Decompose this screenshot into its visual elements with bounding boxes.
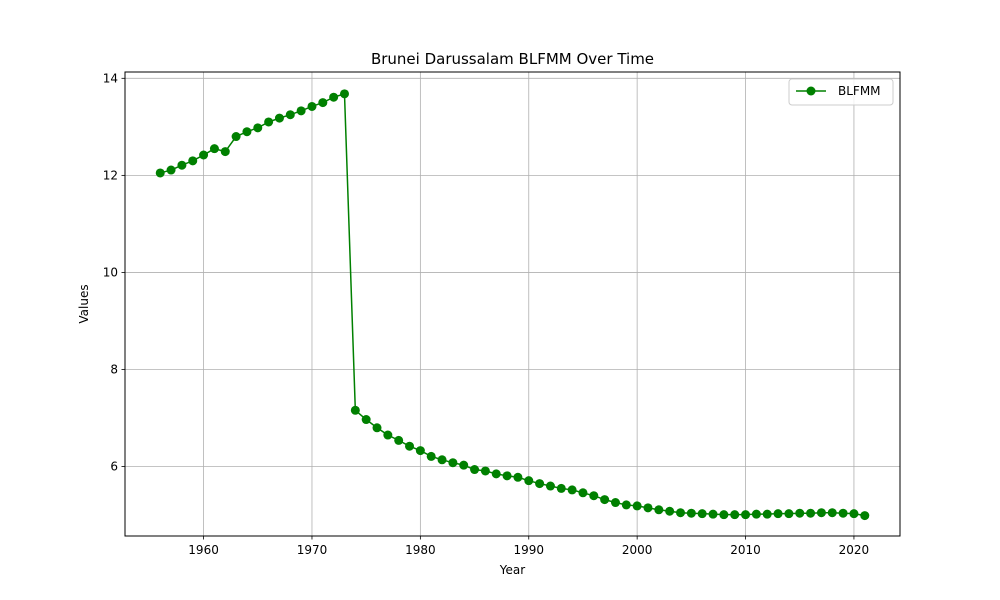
y-tick-label: 12	[103, 168, 118, 182]
data-point	[285, 110, 295, 120]
plot-frame	[124, 71, 901, 537]
x-tick-label: 1990	[513, 543, 544, 557]
data-point	[567, 485, 577, 495]
data-point	[274, 113, 284, 123]
data-point	[697, 509, 707, 519]
data-point	[632, 501, 642, 511]
data-point	[513, 472, 523, 482]
x-tick-label: 2020	[839, 543, 870, 557]
data-point	[491, 469, 501, 479]
grid-lines	[125, 72, 900, 536]
data-point	[405, 441, 415, 451]
series-layer	[155, 89, 870, 521]
data-point	[459, 460, 469, 470]
data-point	[166, 165, 176, 175]
data-point	[610, 498, 620, 508]
data-point	[621, 500, 631, 510]
data-point	[350, 405, 360, 415]
data-point	[220, 147, 230, 157]
data-point	[849, 509, 859, 519]
data-point	[860, 511, 870, 521]
data-point	[654, 505, 664, 515]
data-point	[816, 508, 826, 518]
data-point	[361, 415, 371, 425]
data-point	[589, 491, 599, 501]
data-point	[155, 168, 165, 178]
data-point	[242, 127, 252, 137]
y-tick-label: 6	[110, 460, 118, 474]
legend-label-blfmm: BLFMM	[838, 84, 881, 98]
data-point	[502, 471, 512, 481]
data-point	[676, 508, 686, 518]
legend: BLFMM	[788, 78, 894, 106]
legend-marker-sample	[806, 86, 816, 96]
data-point	[264, 117, 274, 127]
y-tick-label: 8	[110, 363, 118, 377]
data-point	[806, 508, 816, 518]
x-tick-label: 2010	[730, 543, 761, 557]
data-point	[318, 98, 328, 108]
legend-box	[788, 78, 894, 106]
y-tick-label: 10	[103, 265, 118, 279]
data-point	[578, 488, 588, 498]
data-point	[199, 150, 209, 160]
data-point	[209, 144, 219, 154]
data-point	[784, 509, 794, 519]
data-point	[838, 508, 848, 518]
data-point	[730, 510, 740, 520]
data-point	[307, 101, 317, 111]
data-point	[535, 479, 545, 489]
data-point	[426, 451, 436, 461]
data-point	[415, 446, 425, 456]
data-point	[556, 483, 566, 493]
data-point	[719, 510, 729, 520]
data-point	[827, 508, 837, 518]
x-tick-label: 2000	[622, 543, 653, 557]
data-point	[524, 476, 534, 486]
data-point	[253, 123, 263, 133]
data-point	[437, 455, 447, 465]
x-axis-label: Year	[499, 563, 525, 577]
x-tick-label: 1970	[297, 543, 328, 557]
chart-title: Brunei Darussalam BLFMM Over Time	[371, 50, 654, 68]
y-tick-label: 14	[103, 71, 118, 85]
data-point	[708, 509, 718, 519]
data-point	[177, 160, 187, 170]
data-point	[372, 423, 382, 433]
data-point	[686, 508, 696, 518]
x-tick-label: 1960	[188, 543, 219, 557]
data-point	[480, 466, 490, 476]
data-point	[394, 435, 404, 445]
data-point	[545, 481, 555, 491]
data-point	[762, 509, 772, 519]
data-point	[329, 92, 339, 102]
x-tick-label: 1980	[405, 543, 436, 557]
data-point	[643, 503, 653, 513]
data-point	[339, 89, 349, 99]
y-axis-label: Values	[77, 284, 91, 323]
data-point	[296, 106, 306, 116]
data-point	[773, 509, 783, 519]
data-point	[741, 510, 751, 520]
axis-ticks: 1960 1970 1980 1990 2000 2010 2020 6 8 10 12 14	[103, 71, 869, 557]
data-point	[231, 132, 241, 142]
data-point	[448, 458, 458, 468]
data-point	[470, 465, 480, 475]
data-point	[600, 495, 610, 505]
data-point	[795, 508, 805, 518]
data-point	[751, 509, 761, 519]
data-point	[188, 156, 198, 166]
data-point	[383, 430, 393, 440]
data-point	[665, 506, 675, 516]
